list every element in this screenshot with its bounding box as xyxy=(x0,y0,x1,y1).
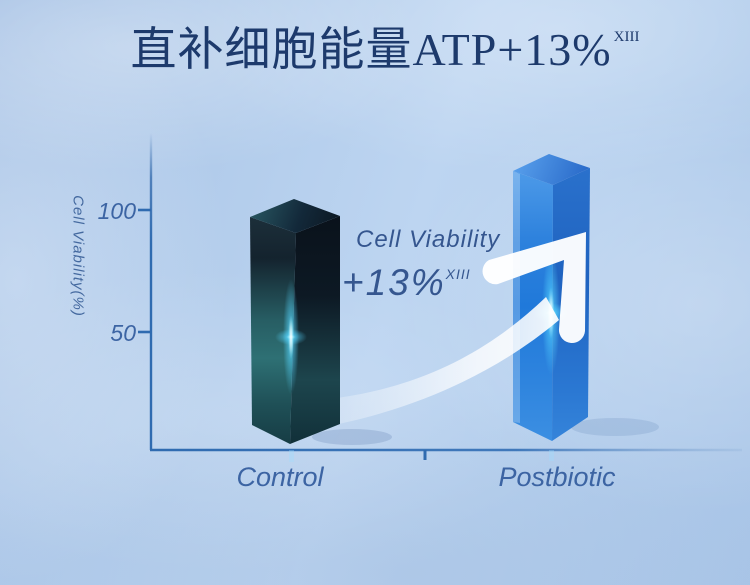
postbiotic-bar-shadow xyxy=(571,418,659,436)
control-bar xyxy=(250,199,340,462)
title-superscript: XIII xyxy=(613,29,640,45)
axes xyxy=(138,133,742,460)
y-tick-label-100: 100 xyxy=(97,198,136,224)
annotation-value: +13%XIII xyxy=(342,262,471,303)
x-label-control: Control xyxy=(236,462,324,492)
title-text: 直补细胞能量ATP+13% xyxy=(130,24,612,75)
growth-arrow-icon xyxy=(296,232,586,431)
increase-annotation: Cell Viability +13%XIII xyxy=(342,226,500,304)
y-axis-label: Cell Viability(%) xyxy=(69,195,87,317)
x-label-postbiotic: Postbiotic xyxy=(498,462,616,492)
y-tick-label-50: 50 xyxy=(110,320,136,346)
control-bar-shadow xyxy=(312,429,392,445)
annotation-label: Cell Viability xyxy=(356,226,501,253)
page-title: 直补细胞能量ATP+13% XIII xyxy=(131,24,640,87)
annotation-superscript: XIII xyxy=(445,266,471,282)
